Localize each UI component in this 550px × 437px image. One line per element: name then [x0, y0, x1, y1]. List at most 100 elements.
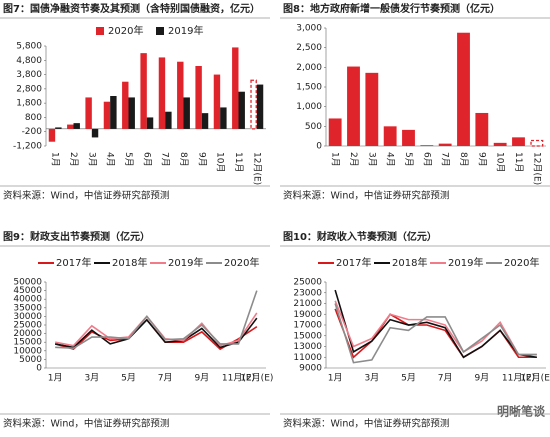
chart-title: 图10：财政收入节奏预测（亿元）	[283, 230, 437, 243]
legend-label: 2020年	[504, 256, 539, 269]
y-tick-label: 40000	[13, 295, 42, 305]
source-note: 资料来源：Wind，中信证券研究部预测	[283, 190, 449, 202]
y-tick-label: 2,500	[296, 43, 322, 53]
x-tick-label: 3月	[84, 373, 99, 384]
x-tick-label: 6月	[421, 152, 432, 167]
y-tick-label: 50000	[13, 278, 42, 288]
chart-panel: 图8：地方政府新增一般债发行节奏预测（亿元） 资料来源：Wind，中信证券研究部预…	[280, 2, 550, 202]
bar	[365, 72, 379, 146]
x-tick-label: 7月	[440, 152, 451, 167]
y-tick-label: 800	[25, 113, 42, 123]
bar	[158, 57, 166, 129]
x-tick-label: 5月	[123, 152, 134, 167]
legend-label: 2020年	[108, 24, 143, 37]
legend-label: 2018年	[112, 256, 147, 269]
x-tick-label: 10月	[495, 152, 506, 172]
x-tick-label: 11月	[233, 152, 244, 172]
x-tick-label: 7月	[158, 373, 173, 384]
x-tick-label: 1月	[48, 373, 63, 384]
x-tick-label: 1月	[50, 152, 61, 167]
y-tick-label: 0	[36, 364, 42, 374]
x-tick-label: 1月	[328, 373, 343, 384]
x-tick-label: 3月	[86, 152, 97, 167]
legend-label: 2017年	[56, 256, 91, 269]
x-tick-label: 8月	[178, 152, 189, 167]
x-tick-label: 4月	[385, 152, 396, 167]
x-tick-label: 7月	[160, 152, 171, 167]
x-tick-label: 2月	[68, 152, 79, 167]
y-tick-label: 5,800	[16, 42, 42, 52]
line-series	[55, 290, 258, 350]
legend-label: 2019年	[448, 256, 483, 269]
bar	[232, 47, 239, 129]
bar	[122, 81, 129, 129]
source-note: 资料来源：Wind，中信证券研究部预测	[3, 418, 169, 430]
y-tick-label: 25000	[13, 321, 42, 331]
bar	[140, 53, 147, 129]
x-tick-label: 11月(E)	[502, 373, 535, 384]
legend-label: 2019年	[168, 24, 203, 37]
line-series	[55, 317, 258, 349]
y-tick-label: 35000	[13, 303, 42, 313]
y-tick-label: 9000	[299, 364, 322, 374]
y-tick-label: 45000	[13, 286, 42, 296]
bar	[201, 113, 209, 129]
legend-swatch	[156, 27, 164, 35]
line-series	[334, 289, 537, 359]
bar	[256, 84, 264, 129]
x-tick-label: 12月(E)	[531, 152, 542, 185]
y-tick-label: 500	[305, 122, 322, 132]
chart-panel: 图10：财政收入节奏预测（亿元）资料来源：Wind，中信证券研究部预测90001…	[280, 230, 550, 430]
x-tick-label: 12月(E)	[520, 373, 550, 384]
legend-swatch	[96, 27, 104, 35]
bar	[347, 66, 360, 146]
x-tick-label: 9月	[194, 373, 209, 384]
y-tick-label: 3,800	[16, 70, 42, 80]
line-series	[334, 303, 537, 364]
x-tick-label: 9月	[196, 152, 207, 167]
bar	[55, 127, 62, 129]
y-tick-label: 2,000	[296, 63, 322, 73]
y-tick-label: 2,800	[16, 84, 42, 94]
y-tick-label: 17000	[293, 321, 322, 331]
x-tick-label: 11月(E)	[222, 373, 255, 384]
bar	[177, 61, 184, 129]
y-tick-label: 19000	[293, 310, 322, 320]
y-tick-label: 30000	[13, 312, 42, 322]
bar	[328, 118, 342, 146]
bar	[91, 128, 99, 138]
chart-title: 图7：国债净融资节奏及其预测（含特别国债融资，亿元）	[3, 2, 260, 15]
bar	[195, 66, 202, 129]
bar	[250, 79, 257, 130]
x-tick-label: 6月	[141, 152, 152, 167]
bar	[146, 117, 154, 129]
legend-label: 2018年	[392, 256, 427, 269]
y-tick-label: 21000	[293, 299, 322, 309]
x-tick-label: 5月	[401, 373, 416, 384]
bar	[493, 142, 507, 146]
x-tick-label: 5月	[121, 373, 136, 384]
y-tick-label: 0	[316, 142, 322, 152]
bar	[420, 145, 434, 146]
bar	[183, 97, 190, 129]
y-tick-label: -1,200	[13, 142, 42, 152]
y-tick-label: 25000	[293, 278, 322, 288]
watermark: 明晰笔谈	[497, 404, 546, 419]
y-tick-label: 5000	[19, 355, 42, 365]
y-tick-label: 3,000	[296, 24, 322, 34]
y-tick-label: 11000	[293, 353, 322, 363]
y-tick-label: 13000	[293, 342, 322, 352]
chart-title: 图8：地方政府新增一般债发行节奏预测（亿元）	[283, 2, 500, 15]
bar	[438, 143, 452, 146]
y-tick-label: -200	[22, 127, 43, 137]
bar	[73, 123, 80, 129]
x-tick-label: 4月	[105, 152, 116, 167]
source-note: 资料来源：Wind，中信证券研究部预测	[283, 418, 449, 430]
chart-title: 图9：财政支出节奏预测（亿元）	[3, 230, 150, 243]
bar	[128, 97, 135, 129]
x-tick-label: 12月(E)	[240, 373, 273, 384]
bar	[110, 96, 117, 129]
bar	[220, 107, 227, 129]
